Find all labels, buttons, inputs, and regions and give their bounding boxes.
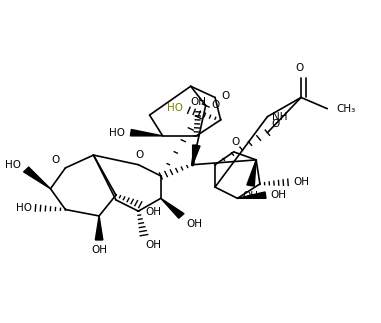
Text: O: O bbox=[295, 63, 303, 73]
Text: NH: NH bbox=[272, 112, 287, 122]
Text: OH: OH bbox=[186, 219, 202, 229]
Text: OH: OH bbox=[243, 191, 259, 201]
Text: O: O bbox=[271, 120, 279, 130]
Polygon shape bbox=[24, 167, 50, 189]
Polygon shape bbox=[95, 216, 103, 240]
Text: O: O bbox=[211, 100, 219, 110]
Polygon shape bbox=[130, 130, 163, 136]
Text: HO: HO bbox=[5, 160, 21, 170]
Polygon shape bbox=[237, 192, 266, 198]
Text: OH: OH bbox=[91, 245, 107, 255]
Text: HO: HO bbox=[167, 103, 183, 113]
Text: O: O bbox=[222, 91, 230, 101]
Text: O: O bbox=[231, 137, 239, 147]
Text: OH: OH bbox=[146, 207, 162, 217]
Text: HO: HO bbox=[16, 203, 32, 213]
Text: OH: OH bbox=[294, 177, 310, 187]
Text: CH₃: CH₃ bbox=[336, 104, 356, 114]
Text: HO: HO bbox=[109, 128, 125, 138]
Polygon shape bbox=[161, 198, 184, 218]
Polygon shape bbox=[247, 160, 256, 186]
Text: OH: OH bbox=[271, 190, 287, 200]
Polygon shape bbox=[192, 145, 200, 165]
Text: OH: OH bbox=[190, 97, 206, 107]
Text: O: O bbox=[51, 155, 60, 165]
Text: OH: OH bbox=[145, 240, 161, 250]
Text: O: O bbox=[135, 150, 144, 160]
